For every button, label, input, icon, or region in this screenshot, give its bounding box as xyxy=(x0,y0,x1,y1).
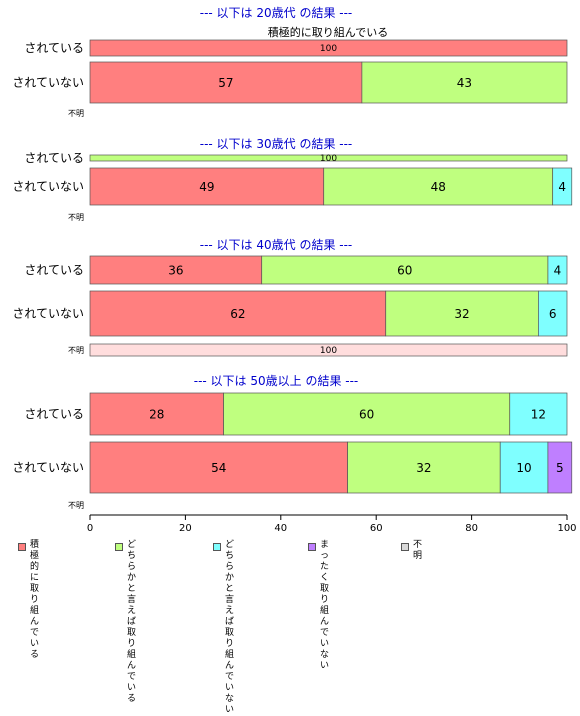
bar-value-label: 12 xyxy=(531,408,546,422)
x-tick-label: 40 xyxy=(274,523,287,534)
bar-value-label: 43 xyxy=(457,76,472,90)
legend-label: 不明 xyxy=(413,540,423,561)
bar-value-label: 5 xyxy=(556,461,564,475)
group-annotation: 積極的に取り組んでいる xyxy=(268,25,388,39)
x-tick-label: 80 xyxy=(465,523,478,534)
bar-value-label: 32 xyxy=(454,307,469,321)
bar-segment xyxy=(89,290,387,337)
x-tick-label: 60 xyxy=(370,523,383,534)
bar-value-label: 100 xyxy=(320,346,337,356)
group-title: --- 以下は 40歳代 の結果 --- xyxy=(200,238,353,252)
legend-swatch xyxy=(115,543,123,551)
x-tick-label: 100 xyxy=(557,523,576,534)
row-label: されている xyxy=(24,263,84,277)
legend-label: どちらかと言えば 取り組んでいない xyxy=(225,540,235,715)
legend-swatch xyxy=(401,543,409,551)
group-title: --- 以下は 30歳代 の結果 --- xyxy=(200,137,353,151)
bar-value-label: 4 xyxy=(554,264,562,278)
bar-segment xyxy=(89,167,325,206)
bar-segment xyxy=(547,255,568,285)
legend-label: まったく 取り組んでいない xyxy=(320,540,330,671)
group-title: --- 以下は 20歳代 の結果 --- xyxy=(200,6,353,20)
chart-legend: 積極的に 取り組んでいる どちらかと言えば 取り組んでいる どちらかと言えば 取り組… xyxy=(18,540,578,715)
legend-label: 積極的に 取り組んでいる xyxy=(30,540,40,660)
bar-segment xyxy=(547,441,573,494)
legend-swatch xyxy=(18,543,26,551)
bar-segment xyxy=(89,343,568,357)
bar-segment xyxy=(538,290,568,337)
x-tick-label: 0 xyxy=(87,523,93,534)
bar-value-label: 49 xyxy=(199,180,214,194)
row-label: 不明 xyxy=(68,346,84,355)
bar-value-label: 100 xyxy=(320,44,337,54)
legend-label: どちらかと言えば 取り組んでいる xyxy=(127,540,137,704)
bar-value-label: 32 xyxy=(416,461,431,475)
bar-segment xyxy=(385,290,539,337)
x-tick-label: 20 xyxy=(179,523,192,534)
bar-segment xyxy=(347,441,501,494)
row-label: されていない xyxy=(12,307,84,321)
bar-segment xyxy=(552,167,573,206)
bar-value-label: 48 xyxy=(431,180,446,194)
row-label: 不明 xyxy=(68,213,84,222)
bar-value-label: 10 xyxy=(516,461,531,475)
bar-value-label: 36 xyxy=(168,264,183,278)
row-label: 不明 xyxy=(68,109,84,118)
bar-value-label: 6 xyxy=(549,307,557,321)
bar-value-label: 60 xyxy=(397,264,412,278)
legend-swatch xyxy=(308,543,316,551)
row-label: されている xyxy=(24,151,84,165)
bar-value-label: 28 xyxy=(149,408,164,422)
row-label: されている xyxy=(24,407,84,421)
bar-segment xyxy=(89,39,568,57)
row-label: されている xyxy=(24,41,84,55)
group-title: --- 以下は 50歳以上 の結果 --- xyxy=(194,374,359,388)
legend-swatch xyxy=(213,543,221,551)
bar-value-label: 54 xyxy=(211,461,226,475)
bar-segment xyxy=(89,392,224,436)
bar-segment xyxy=(89,255,263,285)
bar-value-label: 62 xyxy=(230,307,245,321)
row-label: されていない xyxy=(12,76,84,90)
row-label: されていない xyxy=(12,461,84,475)
bar-value-label: 57 xyxy=(218,76,233,90)
bar-segment xyxy=(499,441,549,494)
row-label: 不明 xyxy=(68,501,84,510)
bar-segment xyxy=(261,255,549,285)
bar-segment xyxy=(223,392,511,436)
bar-segment xyxy=(361,61,568,104)
bar-segment xyxy=(89,441,348,494)
bar-value-label: 100 xyxy=(320,154,337,164)
bar-value-label: 60 xyxy=(359,408,374,422)
row-label: されていない xyxy=(12,180,84,194)
bar-segment xyxy=(509,392,568,436)
bar-value-label: 4 xyxy=(558,180,566,194)
bar-segment xyxy=(89,154,568,162)
